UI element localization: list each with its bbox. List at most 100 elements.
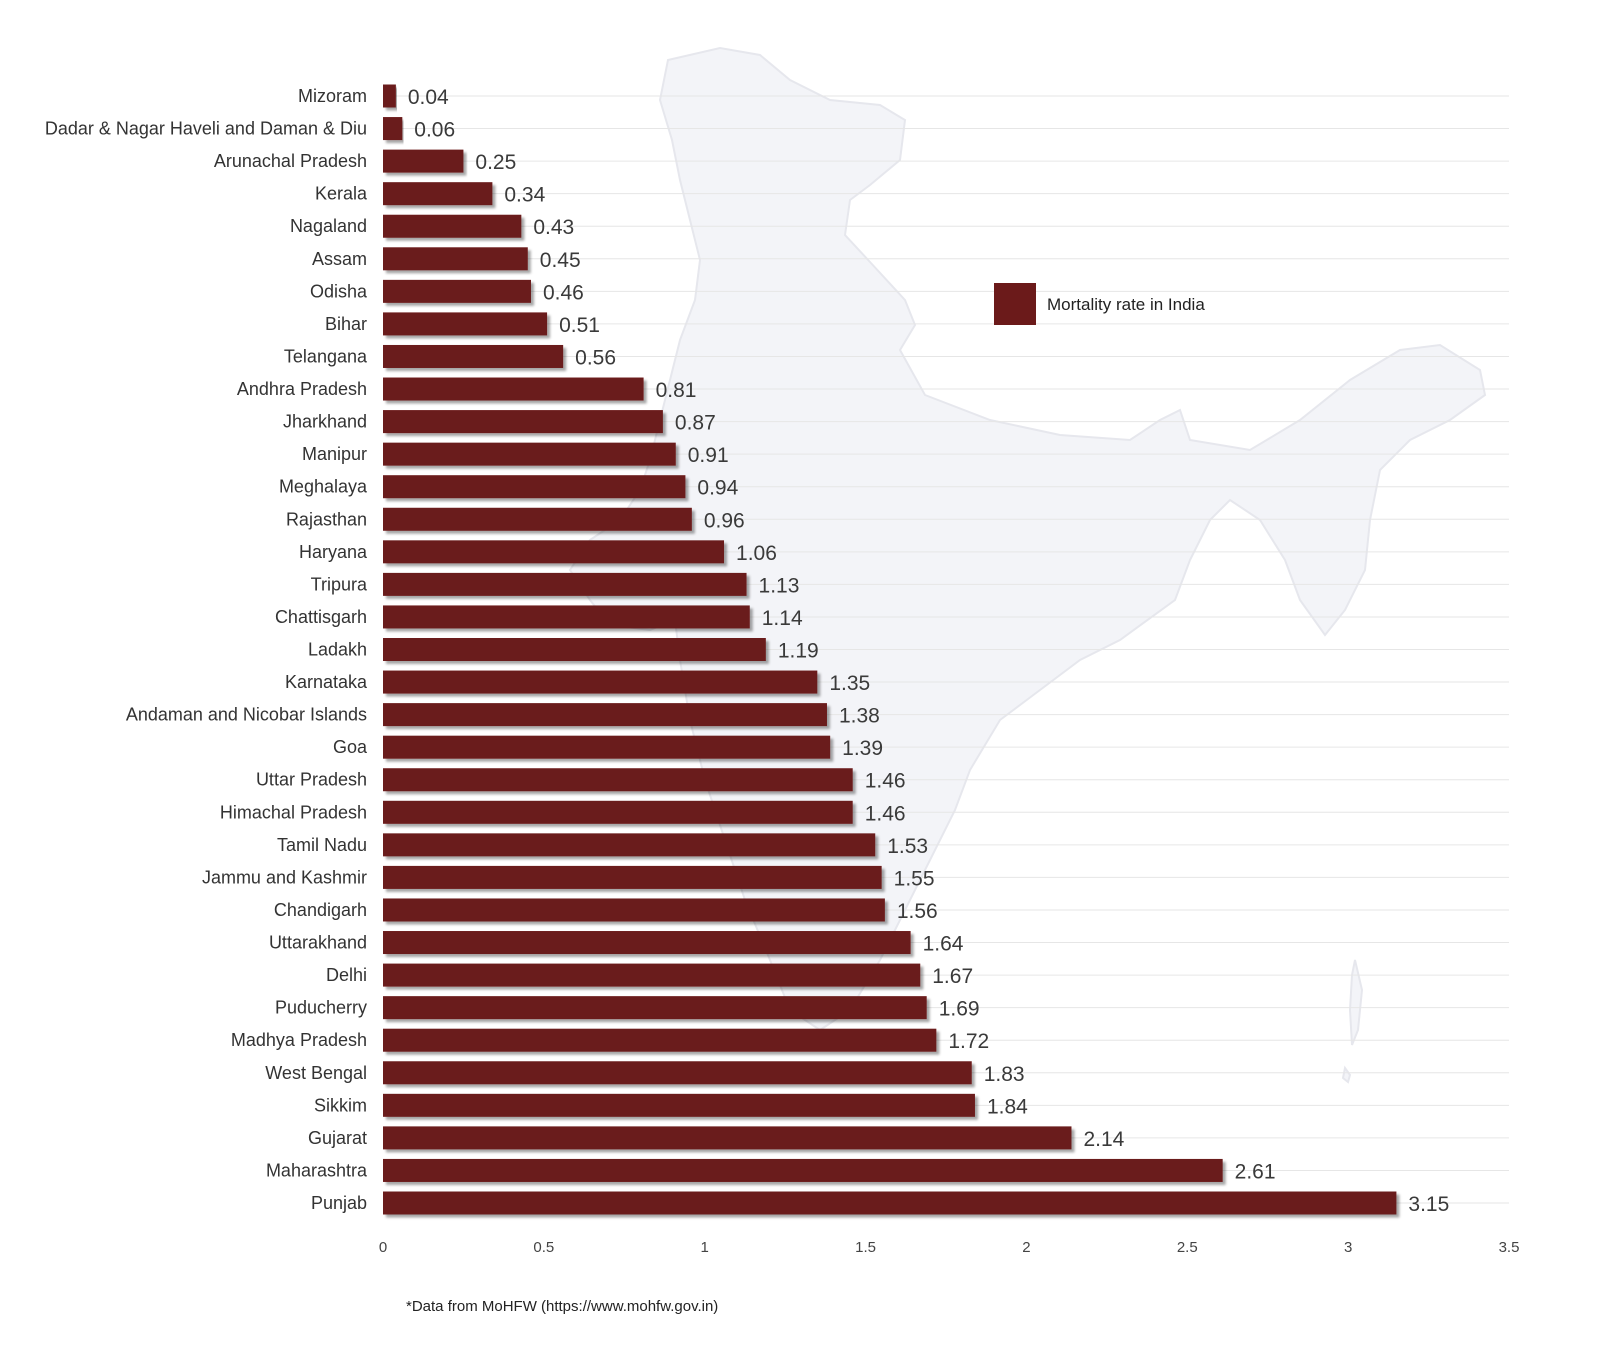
category-label: Uttar Pradesh — [256, 770, 367, 790]
category-label: Uttarakhand — [269, 933, 367, 953]
bar — [383, 247, 528, 271]
legend-label: Mortality rate in India — [1047, 295, 1205, 314]
category-label: Chattisgarh — [275, 607, 367, 627]
value-label: 1.14 — [762, 607, 803, 630]
category-label: Odisha — [310, 281, 368, 301]
value-label: 0.06 — [414, 119, 455, 142]
value-label: 0.25 — [475, 151, 516, 174]
bar — [383, 149, 464, 173]
category-label: Kerala — [315, 184, 368, 204]
value-label: 1.38 — [839, 705, 880, 728]
category-label: Tamil Nadu — [277, 835, 367, 855]
bar — [383, 410, 663, 434]
category-label: Madhya Pradesh — [231, 1030, 367, 1050]
category-label: Nagaland — [290, 216, 367, 236]
x-tick-label: 2.5 — [1177, 1239, 1198, 1256]
value-label: 1.56 — [897, 900, 938, 923]
category-label: Punjab — [311, 1193, 367, 1213]
category-label: Rajasthan — [286, 509, 367, 529]
bar — [383, 833, 876, 857]
category-label: Dadar & Nagar Haveli and Daman & Diu — [45, 119, 367, 139]
value-label: 0.46 — [543, 281, 584, 304]
bar — [383, 377, 644, 401]
value-label: 1.72 — [948, 1030, 989, 1053]
bar — [383, 475, 686, 499]
category-label: Chandigarh — [274, 900, 367, 920]
category-label: Sikkim — [314, 1095, 367, 1115]
bar — [383, 279, 531, 303]
category-label: Gujarat — [308, 1128, 367, 1148]
bar — [383, 638, 766, 661]
bar — [383, 1126, 1072, 1150]
category-label: Andhra Pradesh — [237, 379, 367, 399]
value-label: 1.06 — [736, 542, 777, 565]
bar — [383, 344, 564, 368]
bar — [383, 768, 853, 792]
bar — [383, 214, 522, 238]
category-label: Meghalaya — [279, 477, 368, 497]
value-label: 1.46 — [865, 770, 906, 793]
bar — [383, 996, 927, 1020]
category-label: Jammu and Kashmir — [202, 867, 367, 887]
source-note: *Data from MoHFW (https://www.mohfw.gov.… — [406, 1298, 719, 1315]
category-label: Himachal Pradesh — [220, 802, 367, 822]
value-label: 1.83 — [984, 1063, 1025, 1086]
category-label: Andaman and Nicobar Islands — [126, 705, 367, 725]
value-label: 1.67 — [932, 965, 973, 988]
legend: Mortality rate in India — [994, 283, 1205, 325]
bar — [383, 1093, 975, 1117]
value-label: 0.96 — [704, 509, 745, 532]
bar — [383, 735, 831, 759]
value-label: 0.34 — [504, 184, 545, 207]
category-label: Delhi — [326, 965, 367, 985]
bar — [383, 540, 725, 564]
bar — [383, 1028, 937, 1052]
x-tick-label: 3 — [1344, 1239, 1352, 1256]
category-label: Assam — [312, 249, 367, 269]
category-label: Karnataka — [285, 672, 368, 692]
bar — [383, 703, 827, 727]
legend-swatch — [994, 283, 1036, 325]
value-label: 1.19 — [778, 640, 819, 663]
bar — [383, 572, 747, 596]
category-labels: Mizoram Dadar & Nagar Haveli and Daman & … — [45, 86, 368, 1213]
value-label: 1.13 — [759, 574, 800, 597]
category-label: Arunachal Pradesh — [214, 151, 367, 171]
x-tick-label: 1.5 — [855, 1239, 876, 1256]
bar — [383, 507, 692, 531]
value-label: 1.69 — [939, 998, 980, 1021]
value-label: 1.35 — [829, 672, 870, 695]
category-label: Maharashtra — [266, 1160, 368, 1180]
category-label: Manipur — [302, 444, 367, 464]
category-label: Telangana — [284, 346, 368, 366]
category-label: Jharkhand — [283, 412, 367, 432]
category-label: Haryana — [299, 542, 368, 562]
bar — [383, 442, 676, 466]
category-label: Ladakh — [308, 640, 367, 660]
x-tick-label: 0 — [379, 1239, 387, 1256]
x-tick-label: 3.5 — [1499, 1239, 1520, 1256]
category-label: Puducherry — [275, 998, 367, 1018]
value-label: 1.64 — [923, 933, 964, 956]
value-label: 1.39 — [842, 737, 883, 760]
bar — [383, 312, 548, 336]
value-label: 1.46 — [865, 802, 906, 825]
value-labels: 0.04 0.06 0.25 0.34 0.43 0.45 0.46 0.51 0.56 0.81… — [408, 86, 1449, 1216]
bar — [383, 1158, 1223, 1182]
x-tick-label: 1 — [701, 1239, 709, 1256]
value-label: 0.56 — [575, 346, 616, 369]
bars — [383, 84, 1397, 1215]
category-label: Tripura — [311, 574, 368, 594]
bar — [383, 670, 818, 694]
value-label: 0.51 — [559, 314, 600, 337]
bar — [383, 84, 396, 108]
bar — [383, 931, 911, 955]
value-label: 0.45 — [540, 249, 581, 272]
value-label: 0.43 — [533, 216, 574, 239]
value-label: 2.61 — [1235, 1160, 1276, 1183]
bar — [383, 963, 921, 987]
bar — [383, 1191, 1397, 1215]
value-label: 0.04 — [408, 86, 449, 109]
category-label: Mizoram — [298, 86, 367, 106]
